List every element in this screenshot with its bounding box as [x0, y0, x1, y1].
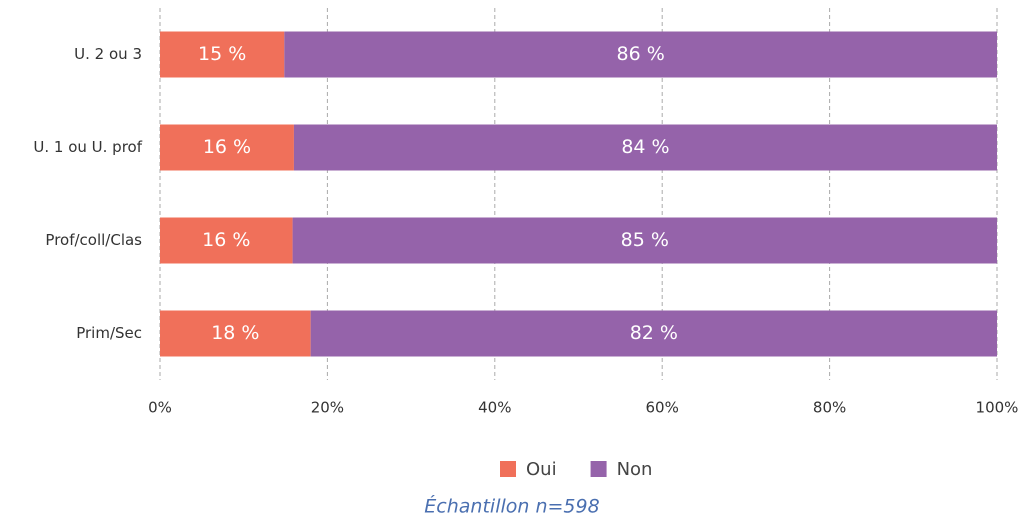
- x-tick-label: 80%: [813, 399, 846, 417]
- legend-swatch: [500, 461, 516, 477]
- value-label: 82 %: [630, 322, 678, 344]
- legend-swatch: [590, 461, 607, 477]
- value-label: 16 %: [202, 229, 250, 251]
- y-tick-label: U. 2 ou 3: [74, 45, 142, 63]
- y-tick-label: U. 1 ou U. prof: [33, 138, 142, 156]
- legend-label: Oui: [526, 459, 557, 480]
- legend-label: Non: [617, 459, 653, 480]
- x-tick-label: 40%: [478, 399, 511, 417]
- bar-segment: [310, 310, 997, 357]
- bar-segment: [160, 217, 293, 264]
- bar-segment: [160, 124, 294, 171]
- x-tick-label: 20%: [311, 399, 344, 417]
- sample-note: Échantillon n=598: [424, 495, 599, 518]
- y-tick-label: Prof/coll/Clas: [45, 231, 142, 249]
- bar-segment: [284, 31, 997, 78]
- bar-segment: [292, 217, 997, 264]
- bar-segment: [160, 310, 311, 357]
- value-label: 85 %: [621, 229, 669, 251]
- x-tick-label: 60%: [646, 399, 679, 417]
- x-tick-label: 0%: [148, 399, 172, 417]
- value-label: 84 %: [621, 136, 669, 158]
- value-label: 18 %: [211, 322, 259, 344]
- value-label: 16 %: [203, 136, 251, 158]
- y-tick-label: Prim/Sec: [76, 324, 142, 342]
- bar-segment: [160, 31, 285, 78]
- bar-segment: [293, 124, 997, 171]
- x-tick-label: 100%: [976, 399, 1019, 417]
- value-label: 15 %: [198, 43, 246, 65]
- value-label: 86 %: [617, 43, 665, 65]
